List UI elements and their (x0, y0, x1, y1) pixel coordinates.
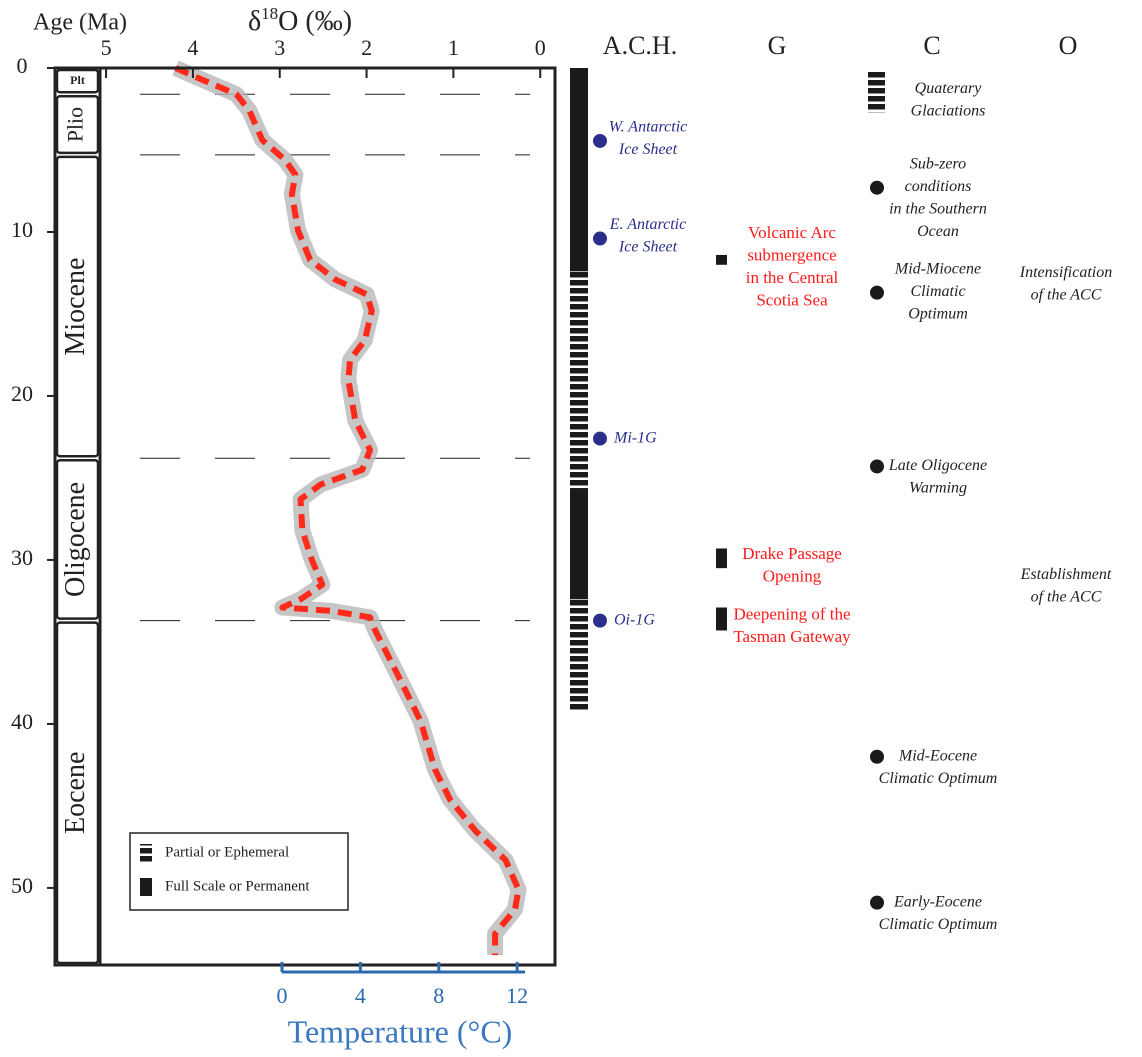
data-envelope (172, 60, 527, 956)
y-tick-label: 0 (17, 53, 28, 78)
column-header: O (1059, 31, 1078, 60)
c-event-label: Climatic Optimum (879, 770, 998, 787)
x2-tick-label: 8 (433, 983, 444, 1008)
o-event-label: of the ACC (1031, 287, 1102, 304)
c-event-label: Warming (909, 480, 967, 497)
epoch-label: Miocene (60, 258, 91, 356)
ice-history-segment (570, 599, 588, 711)
epoch-box (55, 68, 100, 94)
c-event-label: Climatic (910, 283, 965, 300)
column-header: G (768, 31, 787, 60)
x-tick-label: 0 (535, 35, 546, 60)
epoch-box (55, 94, 100, 155)
c-event-label: Optimum (908, 305, 968, 322)
x-axis-title: δ18O (‰) (248, 4, 352, 38)
c-event-label: Early-Eocene (893, 893, 982, 910)
c-event-label: Sub-zero (910, 155, 966, 172)
epoch-label: Plio (64, 107, 88, 142)
c-event-label: Climatic Optimum (879, 916, 998, 933)
c-block-label: Quaterary (915, 80, 983, 97)
g-event-label: Drake Passage (742, 544, 842, 563)
c-block-marker (868, 71, 885, 113)
y-tick-label: 40 (11, 709, 33, 734)
g-event-marker (716, 548, 727, 569)
x-tick-label: 2 (361, 35, 372, 60)
g-event-label: Deepening of the (733, 605, 850, 624)
ach-event-label: Mi-1G (613, 429, 657, 446)
ach-event-dot (593, 231, 607, 246)
x-title-part: O (‰) (278, 6, 352, 37)
plot-frame (53, 66, 557, 967)
x2-tick-label: 0 (277, 983, 288, 1008)
g-event-label: Volcanic Arc (748, 223, 836, 242)
legend-box (129, 832, 349, 911)
c-block-label: Glaciations (911, 102, 986, 119)
x2-axis-title: Temperature (°C) (288, 1013, 513, 1049)
c-event-dot (870, 285, 884, 300)
g-event-marker (716, 254, 727, 265)
ice-history-segment (570, 68, 588, 272)
c-event-label: conditions (905, 178, 972, 195)
y-tick-label: 30 (11, 545, 33, 570)
x-tick-label: 5 (101, 35, 112, 60)
column-header: C (923, 31, 940, 60)
legend-swatch (140, 878, 152, 896)
c-event-dot (870, 459, 884, 474)
x2-tick-label: 4 (355, 983, 366, 1008)
y-tick-label: 50 (11, 873, 33, 898)
g-event-marker (716, 607, 727, 631)
c-event-dot (870, 749, 884, 764)
ice-history-segment (570, 271, 588, 490)
epoch-box (55, 621, 100, 965)
c-event-dot (870, 895, 884, 910)
legend-label: Partial or Ephemeral (165, 844, 289, 860)
x-title-part: δ (248, 6, 261, 37)
ach-event-label: W. Antarctic (609, 119, 688, 136)
x-tick-label: 1 (448, 35, 459, 60)
epoch-label: Eocene (60, 752, 91, 834)
epoch-label: Oligocene (60, 482, 91, 597)
c-event-label: Ocean (917, 223, 959, 240)
epoch-box (55, 155, 100, 458)
legend-label: Full Scale or Permanent (165, 878, 310, 894)
ach-event-label: Ice Sheet (618, 239, 678, 256)
c-event-label: Mid-Miocene (894, 260, 981, 277)
o-event-label: Establishment (1020, 566, 1112, 583)
ach-event-label: Ice Sheet (618, 141, 678, 158)
ach-event-dot (593, 133, 607, 148)
smoothed-curve (174, 65, 522, 956)
ach-event-label: E. Antarctic (609, 216, 686, 233)
ach-event-dot (593, 613, 607, 628)
ach-event-label: Oi-1G (614, 611, 655, 628)
x-tick-label: 4 (187, 35, 198, 60)
epoch-label: Plt (70, 73, 85, 87)
ach-event-dot (593, 431, 607, 446)
o-event-label: of the ACC (1031, 588, 1102, 605)
g-event-label: Scotia Sea (756, 291, 828, 310)
ice-history-segment (570, 489, 588, 600)
g-event-label: in the Central (746, 268, 839, 287)
g-event-label: Tasman Gateway (733, 627, 851, 646)
y-tick-label: 10 (11, 217, 33, 242)
o-event-label: Intensification (1019, 264, 1112, 281)
c-event-label: Mid-Eocene (898, 747, 977, 764)
column-header: A.C.H. (603, 31, 677, 60)
c-event-label: in the Southern (889, 200, 987, 217)
y-tick-label: 20 (11, 381, 33, 406)
g-event-label: submergence (747, 246, 836, 265)
c-event-label: Late Oligocene (888, 457, 987, 474)
g-event-label: Opening (763, 566, 822, 585)
x-tick-label: 3 (274, 35, 285, 60)
x2-tick-label: 12 (506, 983, 528, 1008)
c-event-dot (870, 180, 884, 195)
legend-swatch (140, 844, 152, 862)
epoch-box (55, 459, 100, 620)
x-title-sup: 18 (261, 4, 278, 23)
y-axis-title: Age (Ma) (33, 10, 127, 36)
